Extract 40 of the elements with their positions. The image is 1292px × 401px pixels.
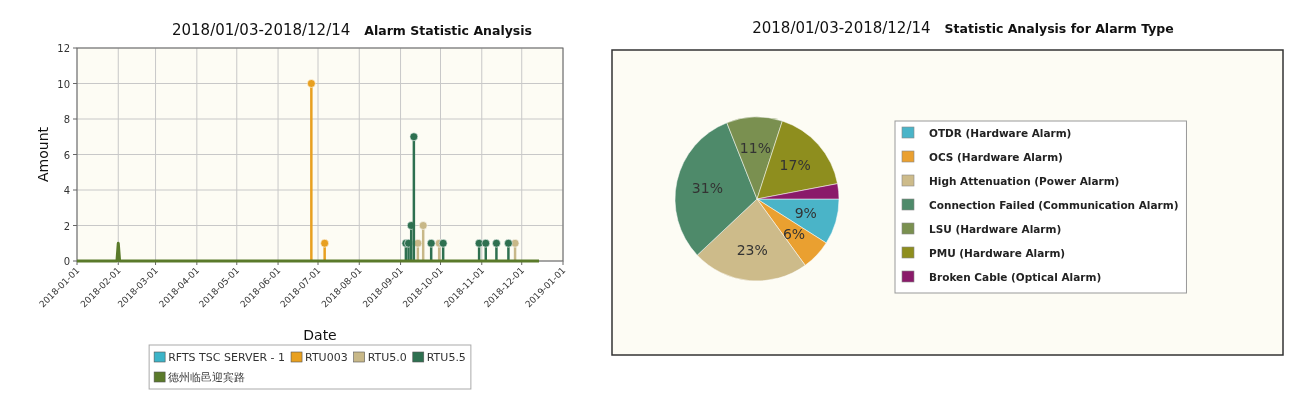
legend-label: RTU003 xyxy=(305,351,348,364)
data-label: 9% xyxy=(794,205,817,222)
y-tick-label: 8 xyxy=(63,114,70,125)
point xyxy=(438,238,448,248)
legend-label: RTU5.0 xyxy=(367,351,407,364)
chart-subtitle: Alarm Statistic Analysis xyxy=(364,23,533,38)
y-axis-title: Amount xyxy=(35,126,51,183)
y-tick-label: 0 xyxy=(63,256,70,267)
legend-label: High Attenuation (Power Alarm) xyxy=(929,175,1120,187)
legend-label: Broken Cable (Optical Alarm) xyxy=(929,271,1102,283)
point xyxy=(320,238,329,248)
data-label: 6% xyxy=(782,225,806,242)
y-tick-label: 6 xyxy=(63,149,70,161)
legend-label: 德州临邑迎宾路 xyxy=(168,371,246,384)
chart-subtitle: Statistic Analysis for Alarm Type xyxy=(944,21,1174,36)
chart-title: 2018/01/03-2018/12/14 xyxy=(752,19,931,37)
legend-label: PMU (Hardware Alarm) xyxy=(929,247,1066,259)
data-label: 17% xyxy=(779,157,811,174)
legend-label: OTDR (Hardware Alarm) xyxy=(929,127,1072,139)
point xyxy=(426,238,436,248)
data-label: 11% xyxy=(739,140,771,157)
x-axis-title: Date xyxy=(303,327,337,343)
legend-label: RTU5.5 xyxy=(426,351,466,364)
y-tick-label: 10 xyxy=(57,78,70,90)
chart-title: 2018/01/03-2018/12/14 xyxy=(171,21,351,39)
y-tick-label: 2 xyxy=(63,220,70,232)
point xyxy=(409,132,419,142)
point xyxy=(307,79,316,88)
point xyxy=(418,221,428,230)
y-tick-label: 12 xyxy=(57,43,70,54)
data-label: 23% xyxy=(736,241,768,258)
legend-label: OCS (Hardware Alarm) xyxy=(929,151,1063,163)
y-tick-label: 4 xyxy=(63,185,70,196)
legend-label: Connection Failed (Communication Alarm) xyxy=(929,199,1179,211)
legend-label: LSU (Hardware Alarm) xyxy=(929,223,1062,235)
point xyxy=(481,238,491,248)
point xyxy=(504,238,513,248)
data-label: 31% xyxy=(691,179,723,196)
legend-label: RFTS TSC SERVER - 1 xyxy=(168,351,286,364)
point xyxy=(492,238,501,248)
